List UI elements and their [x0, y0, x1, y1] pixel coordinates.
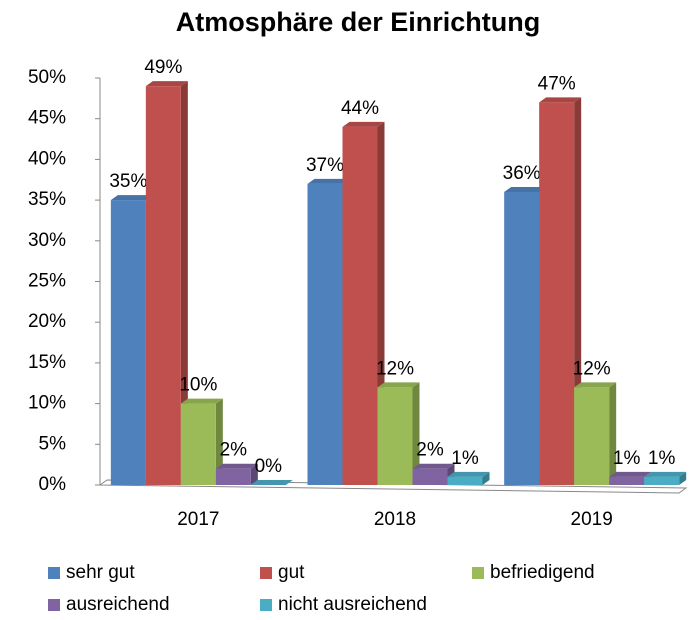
bar: [609, 476, 645, 485]
bar-top: [539, 97, 582, 103]
legend-swatch: [472, 567, 484, 579]
legend-swatch: [260, 599, 272, 611]
bar-top: [180, 398, 223, 404]
y-tick-label: 5%: [39, 433, 67, 454]
bar: [539, 102, 575, 486]
bar-side: [609, 382, 617, 485]
bar-top: [307, 178, 350, 184]
value-label: 12%: [573, 358, 611, 379]
y-tick-label: 40%: [28, 148, 66, 169]
x-tick-label: 2018: [374, 509, 416, 530]
y-tick-label: 10%: [28, 393, 66, 414]
bar: [412, 468, 448, 485]
value-label: 1%: [613, 448, 641, 469]
bar-top: [644, 471, 687, 477]
legend-label: ausreichend: [66, 594, 170, 615]
floor: [98, 479, 688, 494]
value-label: 1%: [648, 448, 676, 469]
value-label: 0%: [255, 456, 283, 477]
value-label: 47%: [538, 73, 576, 94]
bar: [447, 476, 483, 485]
y-tick-label: 45%: [28, 108, 66, 129]
bar-top: [250, 480, 293, 485]
legend-swatch: [260, 567, 272, 579]
bar-side: [482, 471, 490, 485]
x-tick-label: 2017: [177, 509, 219, 530]
value-label: 12%: [376, 358, 414, 379]
bar-side: [215, 398, 223, 485]
legend-label: gut: [278, 562, 305, 583]
bar-top: [145, 81, 188, 87]
bar: [180, 403, 216, 485]
bar: [644, 476, 680, 485]
bar-top: [504, 186, 547, 192]
bar-top: [377, 382, 420, 388]
value-label: 2%: [416, 440, 444, 461]
bar: [110, 200, 146, 485]
value-label: 1%: [451, 448, 479, 469]
bar-side: [180, 81, 188, 485]
bar-top: [412, 463, 455, 469]
value-label: 10%: [179, 375, 217, 396]
value-label: 44%: [341, 98, 379, 119]
bar-top: [609, 471, 652, 477]
legend-label: befriedigend: [490, 562, 595, 583]
bar: [574, 387, 610, 485]
legend-swatch: [48, 567, 60, 579]
bar-side: [250, 463, 258, 485]
bar: [145, 86, 181, 485]
y-tick-label: 50%: [28, 67, 66, 88]
x-tick-label: 2019: [571, 509, 613, 530]
y-tick-label: 0%: [39, 474, 67, 495]
bar-side: [412, 382, 420, 485]
y-tick-label: 30%: [28, 230, 66, 251]
bar-top: [110, 195, 153, 201]
bar: [377, 387, 413, 485]
bar: [307, 183, 343, 485]
legend-label: sehr gut: [66, 562, 135, 583]
bar-top: [342, 121, 385, 127]
bar: [215, 468, 251, 485]
value-label: 37%: [306, 155, 344, 176]
legend-swatch: [48, 599, 60, 611]
value-label: 36%: [503, 163, 541, 184]
value-label: 49%: [144, 57, 182, 78]
y-tick-label: 15%: [28, 352, 66, 373]
y-tick-label: 20%: [28, 311, 66, 332]
bar: [342, 126, 378, 485]
bar: [504, 191, 540, 485]
chart-title: Atmosphäre der Einrichtung: [176, 7, 541, 37]
y-tick-label: 35%: [28, 189, 66, 210]
value-label: 35%: [109, 171, 147, 192]
bar-top: [447, 471, 490, 477]
y-tick-label: 25%: [28, 271, 66, 292]
bar-top: [574, 382, 617, 388]
bar-side: [679, 471, 687, 485]
bar-top: [215, 463, 258, 469]
value-label: 2%: [220, 440, 248, 461]
legend-label: nicht ausreichend: [278, 594, 427, 615]
